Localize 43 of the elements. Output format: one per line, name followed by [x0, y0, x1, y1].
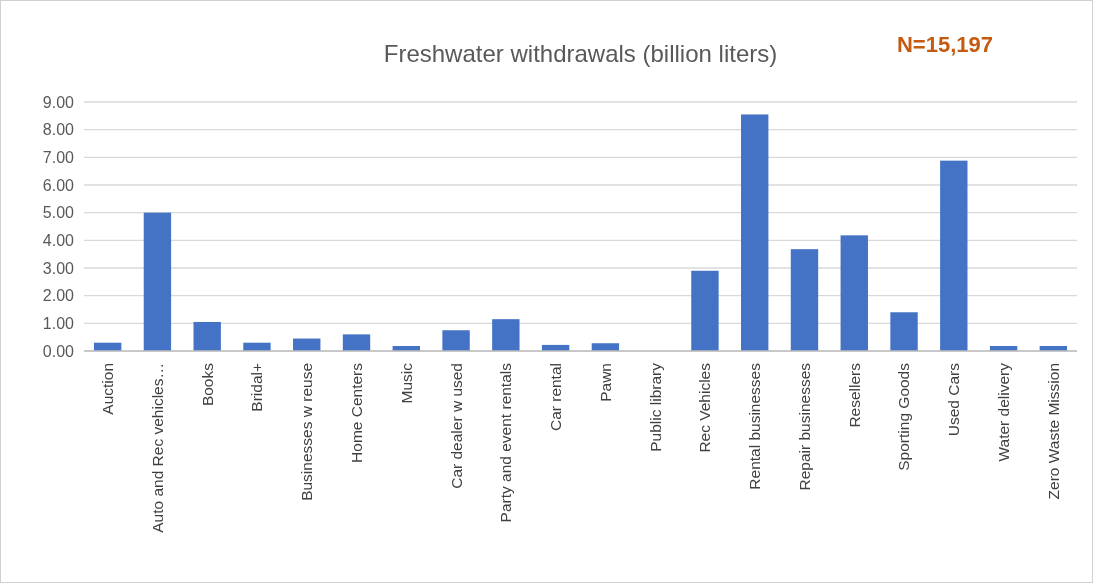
x-tick-label: Repair businesses	[795, 362, 813, 491]
x-tick-label: Businesses w reuse	[298, 363, 316, 501]
x-tick-label: Car rental	[547, 363, 565, 432]
x-tick-label: Public library	[646, 362, 664, 452]
bar	[741, 114, 769, 351]
bar	[890, 312, 918, 351]
x-tick-label: Rental businesses	[746, 362, 764, 490]
bar	[193, 321, 221, 351]
text: N=15,197	[896, 32, 994, 57]
bar	[940, 160, 968, 351]
x-tick-label: Bridal+	[248, 363, 266, 412]
x-tick-label: Books	[198, 362, 216, 407]
bar	[143, 212, 172, 351]
x-tick-label: Water delivery	[995, 362, 1013, 462]
x-tick-label: Sporting Goods	[895, 362, 913, 471]
bar	[492, 319, 520, 351]
y-tick-label: 9.00	[42, 93, 75, 111]
bar	[840, 235, 868, 351]
x-tick-label: Music	[397, 362, 415, 404]
x-tick-label: Rec Vehicles	[696, 362, 714, 453]
y-tick-label: 0.00	[42, 342, 75, 360]
chart-title: Freshwater withdrawals (billion liters)	[383, 40, 778, 67]
x-tick-label: Resellers	[845, 362, 863, 428]
y-tick-label: 4.00	[42, 231, 75, 249]
y-tick-label: 8.00	[42, 121, 75, 139]
bar	[442, 330, 470, 351]
x-tick-label: Car dealer w used	[447, 363, 465, 489]
y-tick-label: 2.00	[42, 287, 75, 305]
bar	[790, 249, 819, 351]
x-tick-label: Party and event rentals	[497, 362, 515, 523]
y-tick-label: 5.00	[42, 204, 75, 222]
y-tick-label: 3.00	[42, 259, 75, 277]
x-tick-label: Pawn	[596, 363, 614, 402]
x-tick-label: Auction	[99, 363, 117, 415]
y-tick-label: 1.00	[42, 314, 75, 332]
y-tick-label: 6.00	[42, 176, 75, 194]
bar	[342, 334, 371, 351]
bar	[691, 270, 719, 351]
x-tick-label: Zero Waste Mission	[1044, 363, 1062, 500]
y-tick-label: 7.00	[42, 148, 75, 166]
x-tick-label: Home Centers	[347, 362, 365, 463]
x-tick-label: Auto and Rec vehicles…	[148, 363, 166, 533]
x-tick-label: Used Cars	[945, 362, 963, 437]
